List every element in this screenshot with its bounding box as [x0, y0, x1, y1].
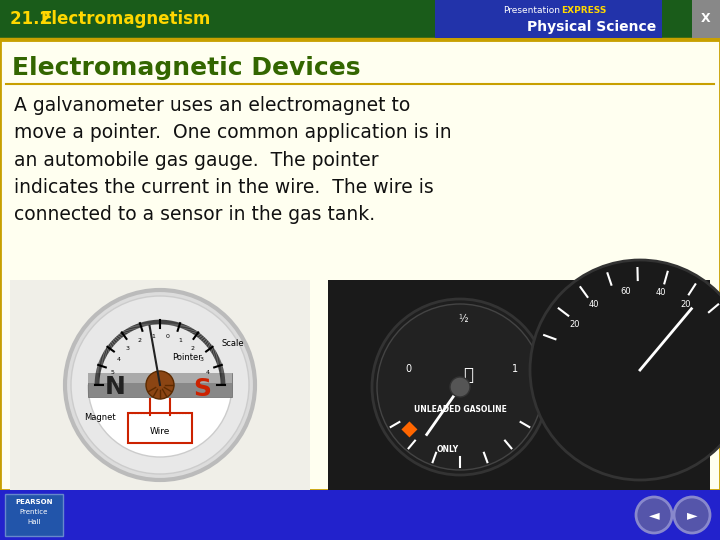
Bar	[435, 0, 662, 38]
Text: 1: 1	[151, 334, 155, 339]
Bar	[5, 494, 63, 536]
Text: Prentice: Prentice	[20, 509, 48, 515]
Text: Hall: Hall	[27, 519, 41, 525]
Text: X: X	[701, 12, 711, 25]
Circle shape	[450, 377, 470, 397]
Circle shape	[372, 299, 548, 475]
Text: ⛽: ⛽	[463, 366, 473, 384]
Bar	[88, 373, 232, 397]
Text: 0: 0	[165, 334, 169, 339]
Text: ◄: ◄	[649, 508, 660, 522]
Text: 4: 4	[205, 370, 210, 375]
Text: 40: 40	[589, 300, 599, 309]
Text: 60: 60	[621, 287, 631, 296]
Text: Scale: Scale	[222, 339, 245, 348]
Text: UNLEADED GASOLINE: UNLEADED GASOLINE	[413, 404, 506, 414]
Bar	[88, 373, 232, 383]
Circle shape	[530, 260, 720, 480]
Text: Pointer: Pointer	[172, 353, 202, 361]
Bar	[0, 0, 720, 38]
Bar	[692, 0, 720, 38]
Text: 2: 2	[138, 338, 141, 343]
Text: PEARSON: PEARSON	[15, 499, 53, 505]
Polygon shape	[402, 421, 418, 437]
Text: 4: 4	[117, 357, 120, 362]
Text: 5: 5	[111, 370, 114, 375]
Bar	[10, 280, 310, 490]
Bar	[0, 40, 720, 490]
Text: 2: 2	[191, 346, 194, 351]
Wedge shape	[88, 385, 232, 457]
Text: Physical Science: Physical Science	[527, 21, 657, 35]
Text: 1: 1	[179, 338, 183, 343]
Bar	[128, 413, 192, 443]
Circle shape	[636, 497, 672, 533]
Text: 20: 20	[570, 320, 580, 329]
Circle shape	[377, 304, 543, 470]
Circle shape	[71, 296, 249, 474]
Circle shape	[65, 290, 255, 480]
Text: Electromagnetism: Electromagnetism	[40, 10, 210, 28]
Text: S: S	[193, 377, 211, 401]
Text: Wire: Wire	[150, 427, 170, 435]
Text: 3: 3	[199, 357, 204, 362]
Text: 40: 40	[655, 288, 666, 297]
Circle shape	[146, 371, 174, 399]
Text: Presentation: Presentation	[503, 6, 560, 15]
Text: 1: 1	[512, 364, 518, 374]
Text: Electromagnetic Devices: Electromagnetic Devices	[12, 56, 361, 80]
Text: Magnet: Magnet	[84, 413, 116, 422]
Circle shape	[674, 497, 710, 533]
Text: ►: ►	[687, 508, 697, 522]
Bar	[328, 280, 710, 490]
Text: A galvanometer uses an electromagnet to
move a pointer.  One common application : A galvanometer uses an electromagnet to …	[14, 96, 451, 224]
Text: ONLY: ONLY	[437, 444, 459, 454]
Text: N: N	[104, 375, 125, 399]
Text: EXPRESS: EXPRESS	[561, 6, 606, 15]
Text: 21.2: 21.2	[10, 10, 57, 28]
Text: ½: ½	[458, 314, 468, 324]
Text: 20: 20	[680, 300, 691, 309]
Text: 3: 3	[125, 346, 130, 351]
Bar	[0, 490, 720, 540]
Text: 0: 0	[405, 364, 411, 374]
